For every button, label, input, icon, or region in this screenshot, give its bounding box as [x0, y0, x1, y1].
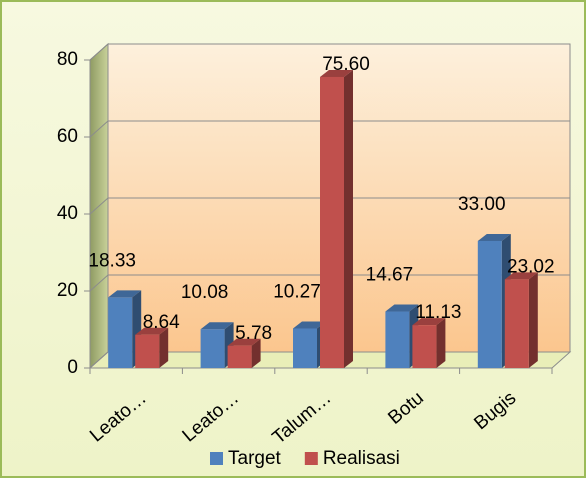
bar: [412, 318, 446, 368]
bar-front: [504, 279, 529, 368]
bar-side: [528, 272, 538, 368]
grid-line: [89, 43, 570, 61]
bar: [320, 69, 353, 368]
bar-top: [412, 318, 446, 326]
y-tick-label: 80: [57, 49, 78, 70]
bar-top: [477, 233, 511, 241]
data-label: 10.08: [181, 282, 229, 303]
grid-line: [89, 274, 570, 292]
data-label: 33.00: [458, 194, 506, 215]
grid-line: [89, 120, 570, 138]
bar-front: [108, 297, 133, 368]
bar: [504, 272, 538, 368]
data-label: 23.02: [507, 256, 555, 277]
legend-swatch: [210, 452, 223, 465]
bar-front: [135, 334, 160, 368]
y-tick-label: 20: [57, 280, 78, 301]
bar-side: [344, 69, 353, 368]
bar-top: [200, 322, 234, 330]
bar: [200, 322, 234, 368]
data-label: 14.67: [366, 265, 414, 286]
bar-front: [200, 329, 225, 368]
data-label: 5.78: [235, 323, 272, 344]
data-label: 8.64: [143, 312, 180, 333]
bar: [385, 304, 419, 368]
bar: [108, 290, 142, 368]
data-label: 11.13: [415, 302, 461, 323]
data-label: 18.33: [88, 250, 136, 271]
grid-line: [89, 197, 570, 215]
bar-side: [251, 338, 261, 368]
bar-front: [412, 325, 437, 368]
bar-top: [108, 290, 142, 298]
bar: [135, 327, 169, 368]
bar-top: [293, 321, 326, 329]
legend-label: Target: [228, 448, 282, 469]
bar-top: [320, 69, 353, 77]
bar: [227, 338, 261, 368]
data-label: 75.60: [322, 54, 370, 75]
bar-front: [477, 240, 502, 368]
bar-front: [320, 76, 344, 368]
y-tick-label: 0: [67, 357, 78, 378]
bar-top: [135, 327, 169, 335]
bar-side: [159, 327, 169, 368]
bar-front: [385, 311, 410, 368]
data-label: 10.27: [273, 281, 321, 302]
y-tick-label: 60: [57, 126, 78, 147]
bar-top: [227, 338, 261, 346]
bar-front: [227, 345, 252, 368]
legend-label: Realisasi: [323, 448, 400, 469]
bar-top: [504, 272, 538, 280]
bar-side: [436, 318, 446, 368]
bar-front: [293, 328, 317, 368]
legend-swatch: [304, 452, 318, 465]
bar-top: [385, 304, 419, 312]
y-tick-label: 40: [57, 203, 78, 224]
